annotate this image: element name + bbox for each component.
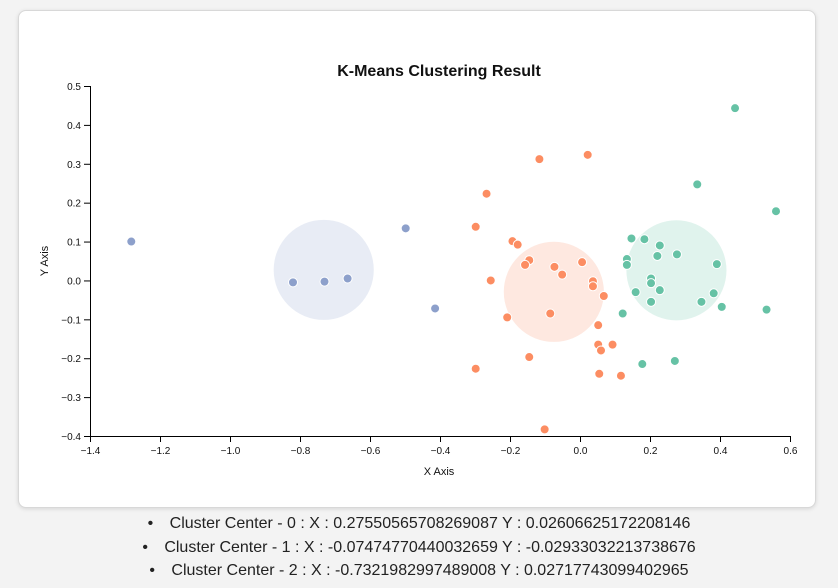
data-point [671,249,682,260]
y-tick-label: 0.2 [67,199,81,210]
scatter-chart: K-Means Clustering Result −1.4 −1.2 −1.0 −0… [39,63,798,478]
x-tick-label: 0.2 [644,446,658,457]
data-point [577,257,588,268]
plot-area: −1.4 −1.2 −1.0 −0.8 −0.6 −0.4 −0.2 0.0 0.2 0.4 0.6… [61,82,798,457]
data-point [646,278,657,289]
data-point [524,352,535,363]
data-point [617,308,628,319]
x-tick-label: −0.4 [431,446,451,457]
x-tick-label: −1.4 [81,446,101,457]
data-point [512,239,523,250]
data-point [593,320,604,331]
data-point [596,345,606,356]
data-point [708,288,719,299]
x-axis: −1.4 −1.2 −1.0 −0.8 −0.6 −0.4 −0.2 0.0 0.2 0.4 0.6 [81,436,798,457]
data-point [637,359,648,370]
data-point [711,259,722,270]
bullet-icon: • [142,538,148,556]
data-point [652,250,663,261]
x-tick-label: −0.8 [291,446,311,457]
x-tick-label: −1.0 [221,446,241,457]
data-point [342,273,353,284]
y-tick-label: −0.1 [61,315,81,326]
data-point [126,236,137,247]
y-tick-label: −0.2 [61,354,81,365]
data-point [654,240,665,251]
data-point [549,261,560,272]
data-point [646,296,657,307]
data-point [594,368,605,379]
data-point [669,355,680,366]
y-tick-label: 0.0 [67,276,81,287]
data-point [716,301,727,312]
bullet-icon: • [147,515,154,532]
y-axis: −0.4 −0.3 −0.2 −0.1 0.0 0.1 0.2 0.3 0.4 0.5 [61,82,91,443]
y-tick-label: 0.1 [67,238,81,249]
y-axis-label: Y Axis [39,245,51,276]
cluster-center-list: • Cluster Center - 0 : X : 0.275505657082… [0,512,838,583]
data-point [481,188,492,199]
cluster-center-item: • Cluster Center - 1 : X : -0.07474770440… [0,536,838,560]
data-point [557,269,568,280]
cluster-0-region [626,220,727,321]
data-point [319,276,330,287]
x-tick-label: 0.6 [784,446,798,457]
cluster-1-region [503,241,604,342]
data-points [126,103,781,435]
chart-title: K-Means Clustering Result [337,63,541,80]
y-tick-label: 0.4 [67,121,81,132]
data-point [545,308,556,319]
data-point [502,312,513,323]
x-tick-label: 0.0 [574,446,588,457]
data-point [470,221,481,232]
data-point [587,281,598,292]
data-point [692,179,703,190]
data-point [539,424,550,435]
y-tick-label: −0.4 [61,432,81,443]
y-tick-label: 0.5 [67,82,81,93]
y-axis-line [84,86,91,437]
data-point [639,234,650,245]
chart-card: K-Means Clustering Result −1.4 −1.2 −1.0 −0… [18,10,816,508]
bullet-icon: • [149,562,156,579]
data-point [470,363,481,374]
data-point [520,259,531,270]
cluster-regions [273,219,727,342]
cluster-2-region [273,219,374,320]
cluster-center-text: Cluster Center - 1 : X : -0.074747704400… [164,538,696,556]
cluster-center-item: • Cluster Center - 2 : X : -0.73219829974… [0,559,838,583]
cluster-center-item: • Cluster Center - 0 : X : 0.275505657082… [0,512,838,536]
data-point [288,277,298,288]
data-point [654,285,665,296]
x-axis-label: X Axis [424,466,455,478]
data-point [598,291,609,301]
x-tick-label: −0.6 [361,446,381,457]
cluster-center-text: Cluster Center - 0 : X : 0.2755056570826… [169,515,691,532]
data-point [615,370,626,381]
data-point [630,287,641,298]
data-point [626,233,637,244]
data-point [534,154,545,165]
data-point [430,303,441,314]
data-point [730,103,741,114]
data-point [582,149,593,160]
y-tick-label: −0.3 [61,393,81,404]
x-tick-label: −1.2 [151,446,171,457]
data-point [485,275,496,286]
data-point [761,304,772,315]
data-point [621,259,632,270]
cluster-center-text: Cluster Center - 2 : X : -0.732198299748… [171,562,689,579]
data-point [607,339,618,350]
x-tick-label: 0.4 [714,446,728,457]
data-point [771,206,781,217]
y-tick-label: 0.3 [67,160,81,171]
data-point [696,296,707,307]
data-point [400,223,411,234]
x-tick-label: −0.2 [501,446,521,457]
